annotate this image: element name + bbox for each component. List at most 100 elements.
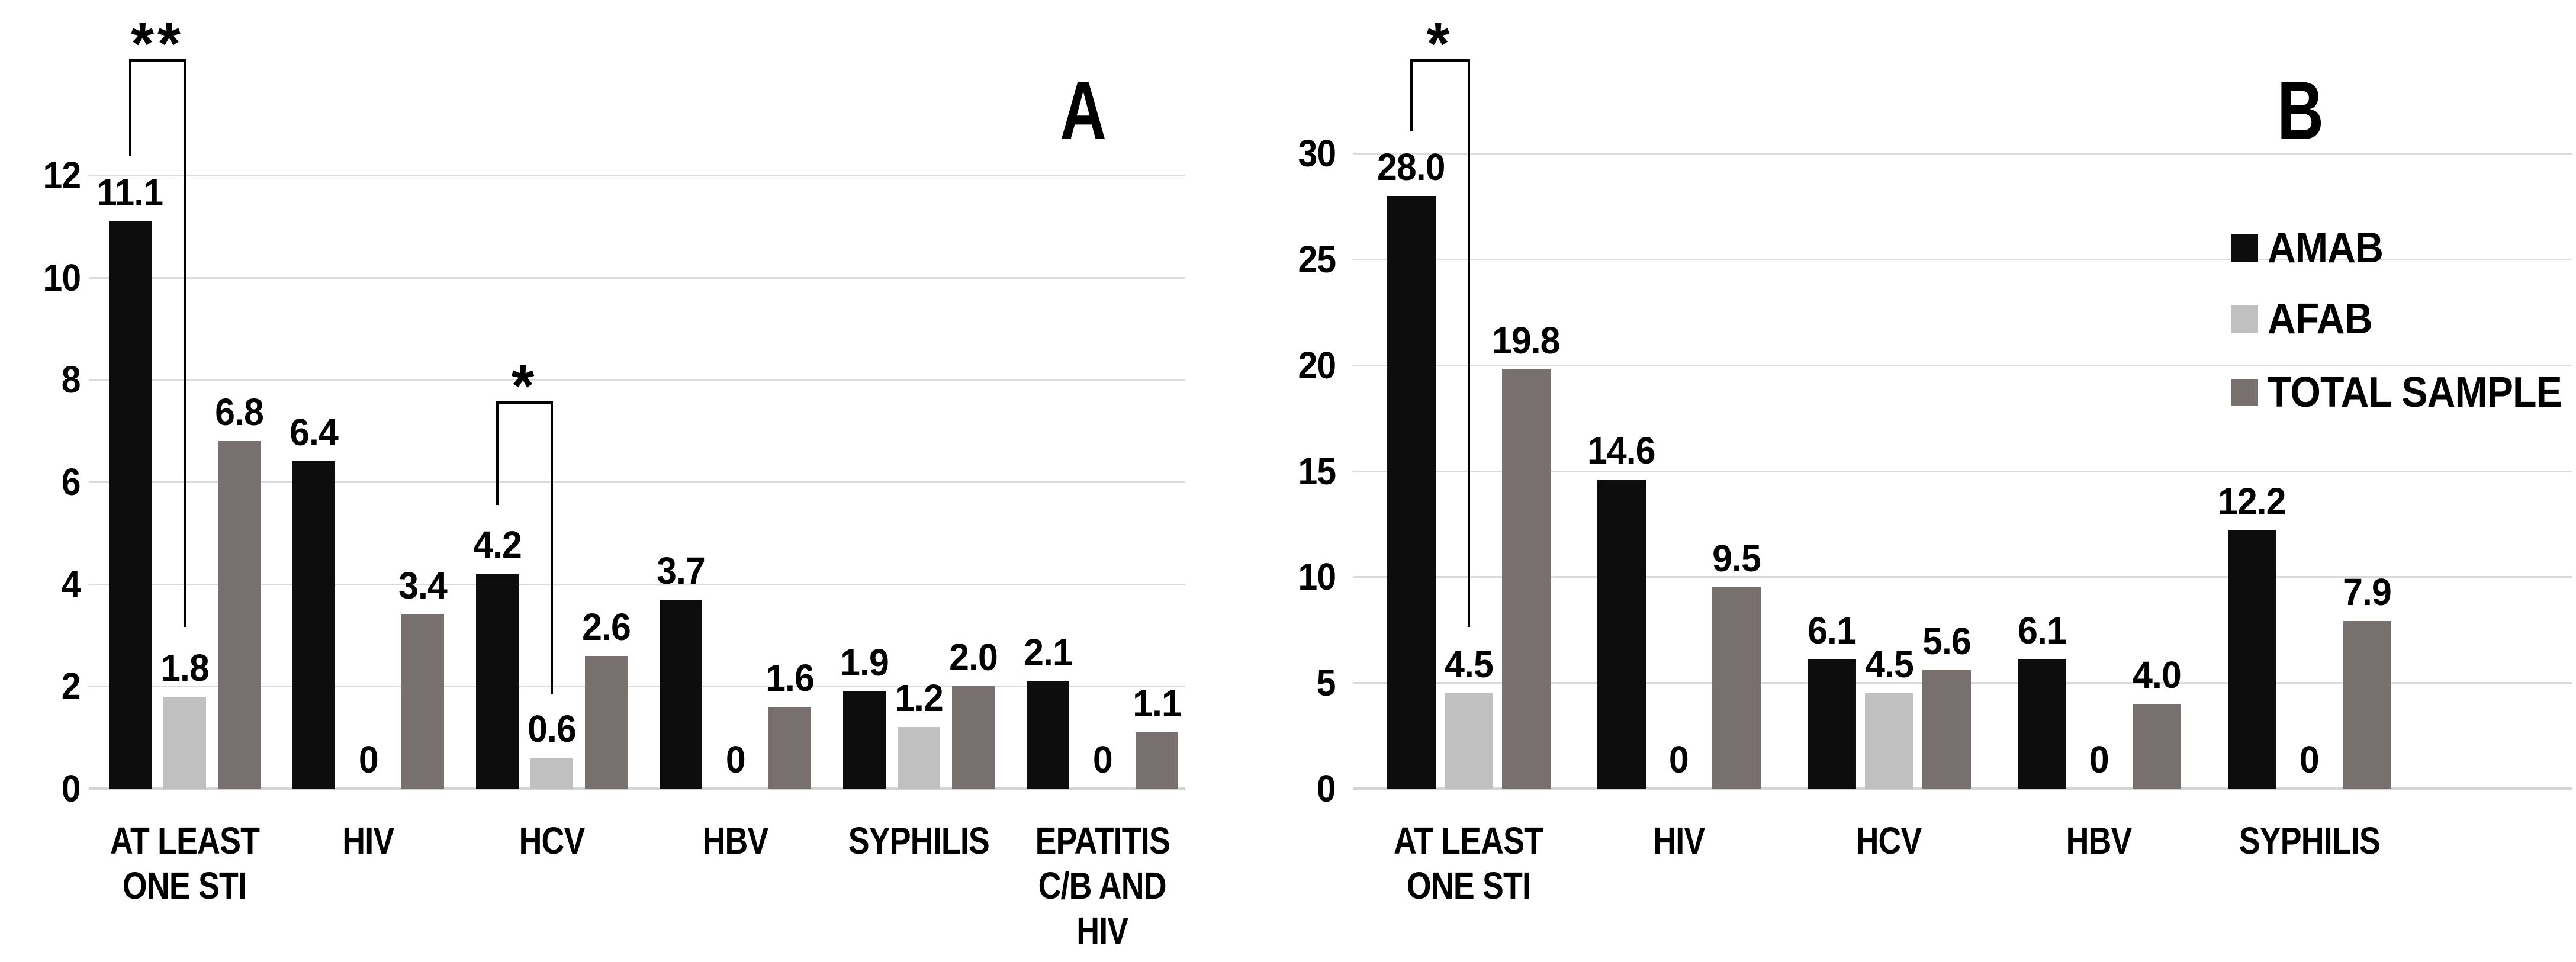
category-label-line: HIV: [1555, 818, 1803, 863]
significance-bracket-leg: [184, 59, 186, 627]
bar-value-label: 2.6: [517, 606, 695, 648]
bar-total-sample: [1922, 670, 1971, 789]
bar-value-text: 1.1: [1133, 682, 1182, 725]
bar-value-label: 1.2: [830, 677, 1008, 719]
bar-value-text: 3.4: [398, 564, 448, 607]
significance-bracket-top: [129, 59, 186, 62]
bar-value-text: 0: [1092, 738, 1113, 781]
significance-bracket-leg: [129, 59, 131, 156]
gridline: [1353, 258, 2572, 260]
category-label-text: HIV: [1076, 909, 1128, 952]
bar-total-sample: [1712, 587, 1761, 789]
y-tick-label: 20: [1205, 344, 1336, 387]
bar-value-text: 0: [2300, 738, 2320, 781]
gridline: [89, 379, 1185, 381]
bar-value-label: 2.0: [885, 636, 1062, 678]
panel-label-a: A: [965, 66, 1202, 155]
category-label: SYPHILIS: [2185, 818, 2434, 863]
category-label-text: HCV: [519, 819, 586, 862]
bar-value-text: 1.2: [895, 677, 944, 720]
bar-amab: [292, 461, 335, 789]
category-label-text: HBV: [702, 819, 769, 862]
gridline: [89, 583, 1185, 585]
bar-value-label: 12.2: [2163, 481, 2341, 522]
bar-value-text: 9.5: [1712, 537, 1761, 580]
bar-value-text: 12.2: [2218, 480, 2286, 523]
bar-afab: [1444, 693, 1493, 789]
y-tick-label-text: 15: [1298, 449, 1336, 493]
significance-bracket-leg: [1467, 59, 1470, 627]
category-label-line: EPATITIS: [978, 818, 1227, 863]
bar-total-sample: [2132, 703, 2181, 789]
category-label-text: SYPHILIS: [848, 819, 990, 862]
y-tick-label: 25: [1205, 238, 1336, 281]
bar-value-label: 6.1: [1743, 610, 1921, 651]
gridline: [89, 276, 1185, 279]
y-tick-label: 5: [1205, 661, 1336, 704]
bar-value-label: 0: [2011, 739, 2188, 780]
bar-total-sample: [218, 440, 261, 789]
bar-value-text: 6.4: [290, 411, 339, 454]
bar-value-text: 4.0: [2132, 653, 2182, 696]
bar-amab: [2227, 530, 2276, 789]
bar-amab: [476, 574, 519, 789]
bar-value-text: 11.1: [97, 170, 163, 214]
y-tick-label: 0: [1205, 767, 1336, 810]
bar-total-sample: [2342, 621, 2391, 789]
bar-value-label: 1.9: [776, 642, 953, 683]
bar-value-label: 28.0: [1323, 146, 1500, 188]
category-label: SYPHILIS: [795, 818, 1043, 863]
gridline: [1353, 470, 2572, 472]
category-label: AT LEAST ONE STI: [1345, 818, 1593, 908]
bar-value-text: 6.1: [2017, 609, 2067, 652]
y-tick-label-text: 20: [1298, 343, 1336, 387]
category-label-line: ONE STI: [1345, 863, 1593, 908]
legend-label-text: AFAB: [2268, 295, 2373, 343]
panel-label-b: B: [2182, 66, 2419, 155]
bar-value-text: 0: [725, 738, 746, 781]
gridline: [1353, 364, 2572, 366]
category-label-line: HBV: [611, 818, 860, 863]
y-tick-label-text: 6: [62, 461, 81, 503]
bar-total-sample: [1501, 369, 1551, 789]
bar-value-label: 4.2: [409, 524, 586, 565]
bar-value-label: 1.1: [1068, 683, 1246, 724]
category-label: HIV: [244, 818, 493, 863]
bar-afab: [163, 696, 206, 789]
category-label: EPATITIS C/B AND HIV: [978, 818, 1227, 953]
x-axis-line: [1353, 787, 2572, 790]
significance-bracket-leg: [1410, 59, 1413, 131]
category-label-line: HIV: [244, 818, 493, 863]
bar-value-label: 7.9: [2278, 571, 2456, 613]
bar-value-text: 14.6: [1587, 429, 1655, 472]
y-tick-label-text: 12: [43, 154, 81, 197]
category-label-text: SYPHILIS: [2239, 819, 2380, 862]
panel-label-a-text: A: [1060, 64, 1107, 157]
bar-value-label: 5.6: [1858, 620, 2035, 662]
bar-value-text: 0: [358, 738, 379, 781]
category-label: HCV: [1765, 818, 2014, 863]
bar-value-text: 1.8: [160, 646, 210, 689]
y-tick-label: 2: [0, 665, 81, 707]
gridline: [89, 175, 1185, 176]
bar-value-label: 11.1: [41, 172, 219, 213]
bar-value-text: 4.5: [1444, 643, 1494, 686]
gridline: [1353, 576, 2572, 578]
legend-swatch-afab: [2231, 305, 2258, 333]
bar-amab: [1597, 479, 1646, 789]
bar-afab: [530, 758, 573, 789]
category-label-text: C/B AND: [1038, 864, 1167, 907]
bar-value-text: 28.0: [1377, 145, 1445, 188]
gridline: [89, 481, 1185, 483]
bar-value-label: 1.6: [701, 657, 879, 699]
category-label-line: HBV: [1975, 818, 2224, 863]
category-label-text: HCV: [1856, 819, 1922, 862]
y-tick-label-text: 8: [62, 358, 81, 401]
bar-total-sample: [585, 655, 628, 789]
y-tick-label-text: 0: [1317, 767, 1336, 810]
legend-label-total-sample: TOTAL SAMPLE: [2268, 371, 2576, 414]
bar-value-label: 0.6: [463, 708, 641, 749]
significance-bracket-top: [496, 401, 553, 404]
y-tick-label: 10: [1205, 555, 1336, 598]
legend-swatch-total-sample: [2231, 379, 2258, 406]
